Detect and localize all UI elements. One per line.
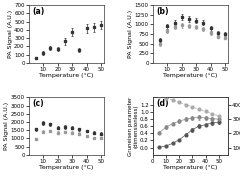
Text: (a): (a) [33,7,45,16]
Text: (c): (c) [33,99,44,108]
Text: (d): (d) [156,99,169,108]
Y-axis label: Gruneisen parameter
(dimensionless): Gruneisen parameter (dimensionless) [128,96,138,156]
Text: (b): (b) [156,7,169,16]
X-axis label: Temperature (°C): Temperature (°C) [39,165,94,170]
Y-axis label: PA Signal (A.U.): PA Signal (A.U.) [8,10,13,58]
X-axis label: Temperature (°C): Temperature (°C) [163,165,218,170]
X-axis label: Temperature (°C): Temperature (°C) [163,73,218,78]
X-axis label: Temperature (°C): Temperature (°C) [39,73,94,78]
Y-axis label: PA Signal (A.U.): PA Signal (A.U.) [4,102,9,150]
Y-axis label: PA Signal (A.U.): PA Signal (A.U.) [128,10,133,58]
